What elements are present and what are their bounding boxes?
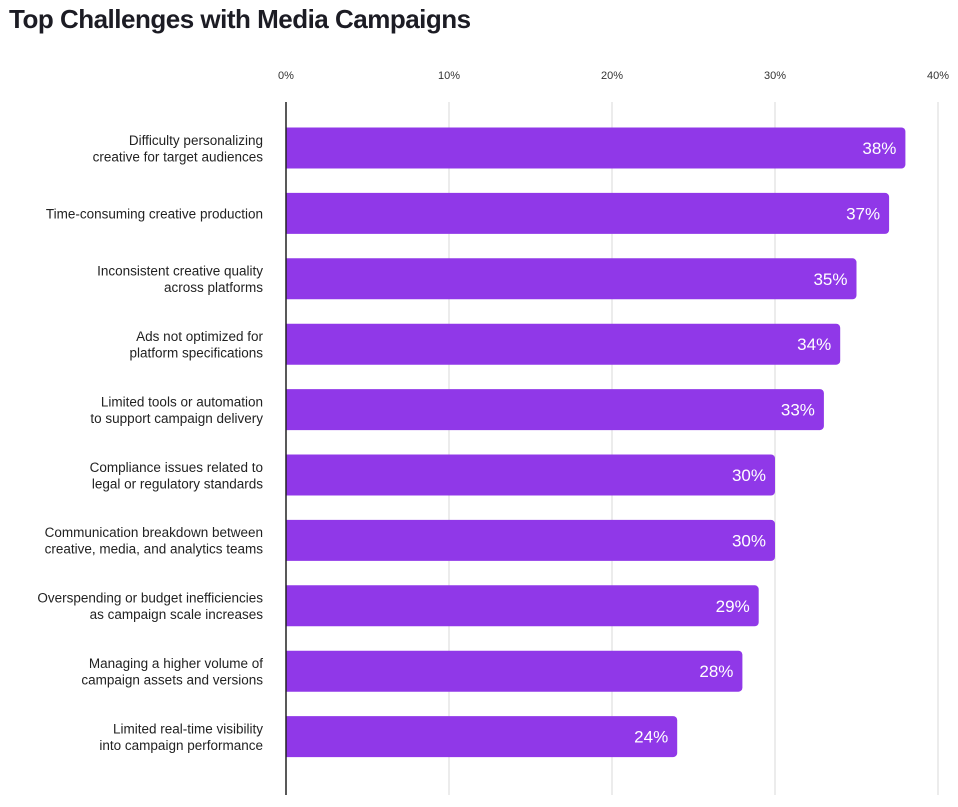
bar-value-label: 30%: [732, 466, 766, 485]
x-tick-label: 30%: [764, 70, 786, 82]
category-label: Ads not optimized for: [136, 329, 263, 344]
bar-value-label: 30%: [732, 531, 766, 550]
x-tick-label: 0%: [278, 70, 294, 82]
category-label: Limited tools or automation: [101, 394, 263, 409]
bar-value-label: 29%: [716, 597, 750, 616]
category-label: Inconsistent creative quality: [97, 264, 263, 279]
x-tick-label: 10%: [438, 70, 460, 82]
bar: [286, 127, 906, 169]
category-label: platform specifications: [129, 345, 263, 360]
bar: [286, 716, 678, 758]
bar: [286, 323, 841, 365]
category-label: Compliance issues related to: [90, 460, 263, 475]
category-label: legal or regulatory standards: [92, 476, 263, 491]
bar: [286, 454, 775, 496]
bar-value-label: 34%: [797, 335, 831, 354]
chart-title: Top Challenges with Media Campaigns: [9, 4, 471, 34]
bar: [286, 389, 824, 431]
category-label: into campaign performance: [99, 738, 263, 753]
bar: [286, 192, 890, 234]
bar: [286, 519, 775, 561]
category-label: Overspending or budget inefficiencies: [37, 591, 263, 606]
category-label: as campaign scale increases: [90, 607, 264, 622]
category-label: Managing a higher volume of: [89, 656, 263, 671]
category-label: to support campaign delivery: [90, 411, 263, 426]
bar-value-label: 35%: [813, 270, 847, 289]
category-label: across platforms: [164, 280, 263, 295]
bar: [286, 650, 743, 692]
category-label: Communication breakdown between: [45, 525, 263, 540]
bar-value-label: 28%: [699, 662, 733, 681]
bar: [286, 585, 759, 627]
bar-value-label: 33%: [781, 401, 815, 420]
x-tick-label: 40%: [927, 70, 949, 82]
category-label: Time-consuming creative production: [46, 206, 263, 221]
category-label: creative, media, and analytics teams: [45, 542, 264, 557]
bar-value-label: 38%: [862, 139, 896, 158]
category-label: campaign assets and versions: [81, 672, 263, 687]
category-label: Limited real-time visibility: [113, 721, 263, 736]
bar-value-label: 24%: [634, 728, 668, 747]
bar-value-label: 37%: [846, 204, 880, 223]
category-label: creative for target audiences: [93, 149, 264, 164]
bar: [286, 258, 857, 300]
category-label: Difficulty personalizing: [129, 133, 263, 148]
x-tick-label: 20%: [601, 70, 623, 82]
